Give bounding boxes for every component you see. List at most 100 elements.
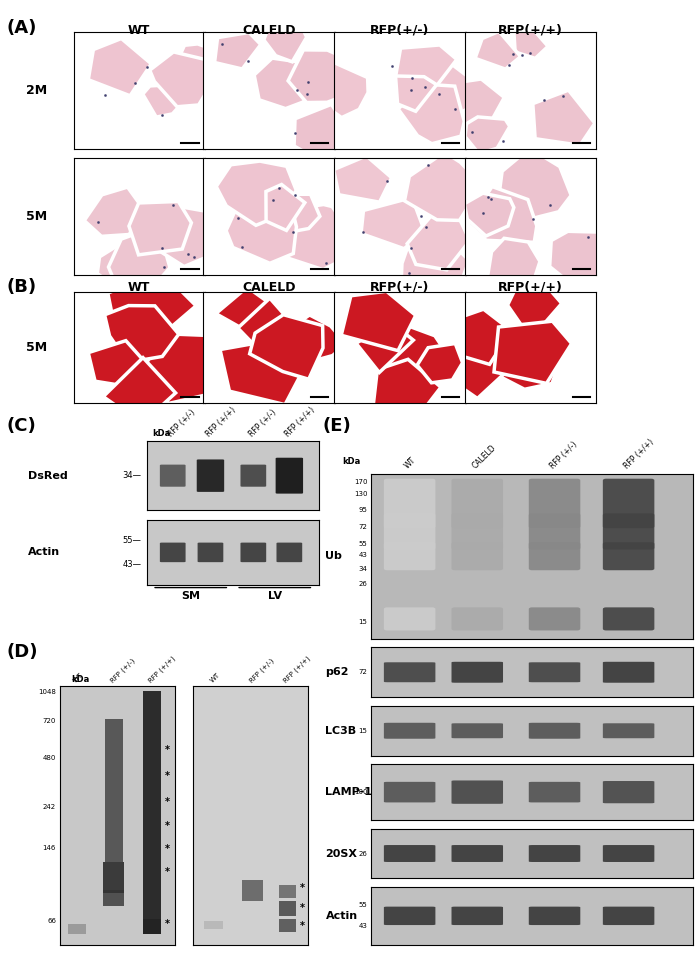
Text: WT: WT: [73, 671, 85, 684]
Text: CALELD: CALELD: [471, 444, 498, 471]
Text: 480: 480: [43, 755, 56, 761]
Text: 720: 720: [43, 717, 56, 724]
Bar: [204, 922, 223, 929]
Text: (B): (B): [7, 278, 37, 296]
Text: 5M: 5M: [26, 210, 47, 223]
Text: RFP(+/-): RFP(+/-): [370, 281, 429, 294]
Polygon shape: [216, 287, 275, 331]
FancyBboxPatch shape: [452, 542, 503, 571]
FancyBboxPatch shape: [384, 607, 435, 630]
Polygon shape: [464, 193, 514, 236]
Text: SM: SM: [181, 592, 200, 601]
Text: *: *: [300, 922, 304, 931]
Text: 242: 242: [43, 805, 56, 810]
FancyBboxPatch shape: [528, 513, 580, 550]
Polygon shape: [226, 198, 296, 264]
Polygon shape: [442, 79, 504, 131]
FancyBboxPatch shape: [528, 607, 580, 630]
Polygon shape: [508, 287, 561, 330]
Polygon shape: [465, 117, 510, 153]
FancyBboxPatch shape: [528, 542, 580, 571]
Text: 34: 34: [358, 567, 368, 573]
Polygon shape: [395, 76, 437, 111]
Polygon shape: [103, 358, 176, 424]
Polygon shape: [452, 309, 512, 364]
Polygon shape: [254, 58, 311, 108]
FancyBboxPatch shape: [603, 513, 655, 550]
FancyBboxPatch shape: [160, 464, 186, 487]
Polygon shape: [318, 63, 368, 118]
Text: *: *: [164, 797, 169, 807]
Text: 100: 100: [354, 789, 368, 795]
Bar: [279, 919, 296, 932]
Text: Actin: Actin: [28, 548, 60, 557]
Text: *: *: [300, 882, 304, 893]
Text: *: *: [164, 844, 169, 854]
FancyBboxPatch shape: [603, 662, 655, 683]
Text: 146: 146: [43, 845, 56, 851]
Text: (E): (E): [322, 417, 351, 435]
FancyBboxPatch shape: [452, 781, 503, 804]
Text: LC3B: LC3B: [326, 726, 356, 736]
Text: RFP (+/-): RFP (+/-): [248, 657, 274, 684]
Polygon shape: [264, 22, 307, 61]
Polygon shape: [250, 315, 323, 379]
Polygon shape: [514, 26, 548, 58]
FancyBboxPatch shape: [528, 479, 580, 528]
Text: 34—: 34—: [122, 471, 141, 480]
Text: 130: 130: [354, 491, 368, 498]
Text: RFP (+/+): RFP (+/+): [204, 405, 237, 438]
Polygon shape: [447, 330, 516, 399]
Text: 66: 66: [47, 919, 56, 924]
Polygon shape: [108, 233, 170, 287]
Bar: [279, 885, 296, 898]
Text: *: *: [164, 867, 169, 877]
Bar: [104, 862, 124, 893]
FancyBboxPatch shape: [528, 845, 580, 862]
Polygon shape: [216, 161, 296, 225]
FancyBboxPatch shape: [384, 663, 435, 682]
Text: WT: WT: [128, 281, 150, 294]
Text: *: *: [164, 745, 169, 756]
Text: RFP (+/-): RFP (+/-): [247, 408, 278, 438]
Polygon shape: [220, 340, 304, 405]
Polygon shape: [155, 206, 221, 267]
Text: RFP(+/+): RFP(+/+): [498, 281, 563, 294]
Polygon shape: [398, 84, 464, 144]
Polygon shape: [356, 322, 414, 372]
Polygon shape: [150, 52, 218, 106]
FancyBboxPatch shape: [241, 464, 266, 487]
Text: WT: WT: [128, 24, 150, 37]
Polygon shape: [215, 33, 261, 69]
Polygon shape: [407, 216, 470, 269]
FancyBboxPatch shape: [384, 542, 435, 571]
Text: *: *: [164, 821, 169, 830]
Text: DsRed: DsRed: [28, 471, 68, 480]
FancyBboxPatch shape: [603, 479, 655, 528]
Text: kDa: kDa: [152, 430, 170, 438]
Text: *: *: [164, 771, 169, 782]
Text: 26: 26: [358, 581, 368, 587]
Text: 15: 15: [358, 728, 368, 734]
Polygon shape: [496, 339, 556, 389]
Text: RFP (+/-): RFP (+/-): [548, 440, 579, 471]
Polygon shape: [417, 343, 463, 383]
Polygon shape: [129, 201, 191, 255]
Polygon shape: [104, 306, 178, 363]
FancyBboxPatch shape: [452, 513, 503, 550]
Polygon shape: [475, 32, 521, 69]
Polygon shape: [272, 204, 353, 269]
FancyBboxPatch shape: [276, 543, 302, 562]
Polygon shape: [361, 198, 425, 248]
Text: LAMP-1: LAMP-1: [326, 787, 372, 797]
Polygon shape: [468, 187, 537, 243]
Polygon shape: [550, 231, 618, 297]
Polygon shape: [494, 321, 572, 384]
FancyBboxPatch shape: [197, 543, 223, 562]
Polygon shape: [140, 334, 219, 404]
Text: 170: 170: [354, 479, 368, 485]
FancyBboxPatch shape: [603, 845, 655, 862]
Text: 26: 26: [358, 851, 368, 856]
Text: kDa: kDa: [342, 457, 360, 466]
Bar: [143, 690, 161, 919]
